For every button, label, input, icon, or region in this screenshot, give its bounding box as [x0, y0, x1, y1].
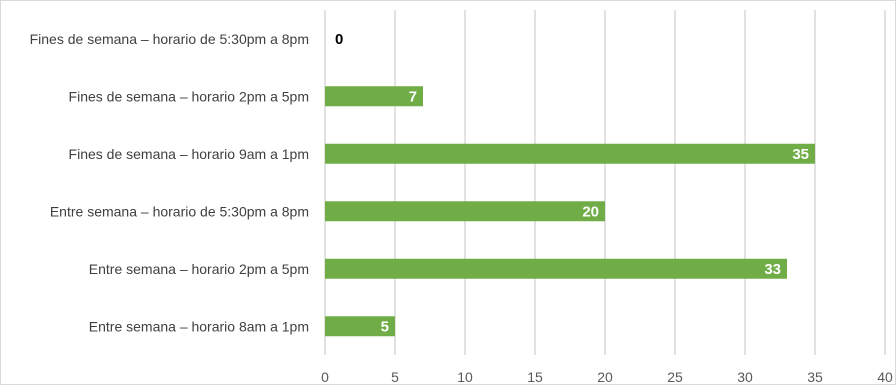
bar: [325, 86, 423, 107]
data-labels: 0 7 35 20 33 5: [335, 31, 809, 336]
x-tick-label: 0: [321, 369, 329, 385]
x-tick-label: 40: [877, 369, 893, 385]
bar: [325, 143, 815, 164]
x-tick-label: 25: [667, 369, 683, 385]
data-label: 20: [582, 203, 599, 220]
bar: [325, 316, 395, 337]
data-label: 33: [764, 261, 781, 278]
category-label: Fines de semana – horario de 5:30pm a 8p…: [30, 31, 309, 47]
data-label: 0: [335, 31, 343, 48]
category-label: Entre semana – horario 2pm a 5pm: [89, 261, 309, 277]
x-tick-label: 5: [391, 369, 399, 385]
x-tick-labels: 0 5 10 15 20 25 30 35 40: [321, 369, 893, 385]
category-label: Entre semana – horario de 5:30pm a 8pm: [50, 203, 309, 219]
data-label: 5: [381, 318, 389, 335]
category-labels: Fines de semana – horario de 5:30pm a 8p…: [30, 31, 309, 335]
x-tick-label: 30: [737, 369, 753, 385]
bars: [325, 86, 815, 337]
x-tick-label: 35: [807, 369, 823, 385]
bar: [325, 201, 605, 222]
category-label: Fines de semana – horario 9am a 1pm: [69, 146, 309, 162]
data-label: 35: [792, 146, 809, 163]
category-label: Entre semana – horario 8am a 1pm: [89, 318, 309, 334]
bar: [325, 258, 787, 279]
x-tick-label: 10: [457, 369, 473, 385]
x-tick-label: 15: [527, 369, 543, 385]
x-tick-label: 20: [597, 369, 613, 385]
gridlines: [324, 10, 886, 355]
category-label: Fines de semana – horario 2pm a 5pm: [69, 88, 309, 104]
data-label: 7: [409, 88, 417, 105]
